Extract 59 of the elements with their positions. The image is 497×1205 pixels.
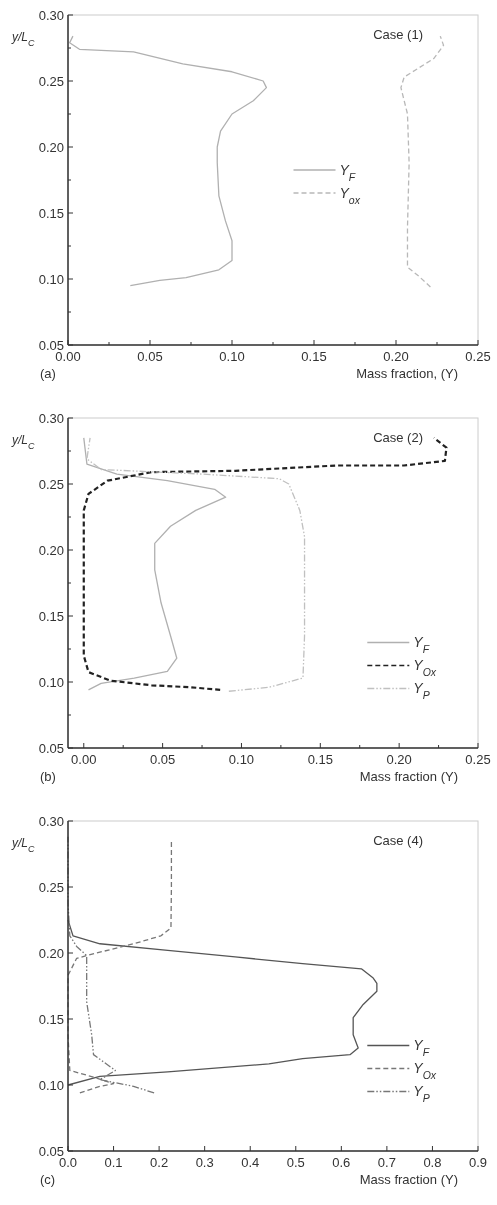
x-tick-label: 0.25 [465,349,491,364]
line-series [68,35,268,287]
y-tick-label: 0.05 [38,741,64,756]
y-axis-title: y/L$_{C}$ [11,433,36,451]
line-series [86,437,306,692]
y-tick-label: 0.30 [38,8,64,23]
legend-label: Y$_{F}$ [339,162,356,184]
x-tick-label: 0.20 [386,752,412,767]
y-axis-title: y/L$_{C}$ [11,30,36,48]
x-axis-title: Mass fraction, (Y) [356,366,458,381]
y-axis-title: y/L$_{C}$ [11,836,36,854]
x-tick-label: 0.2 [150,1155,169,1170]
y-tick-label: 0.20 [38,543,64,558]
x-tick-label: 0.3 [195,1155,214,1170]
x-tick-label: 0.5 [286,1155,305,1170]
x-tick-label: 0.6 [332,1155,351,1170]
x-tick-label: 0.05 [137,349,163,364]
text: (c) [40,1172,56,1187]
x-tick-label: 0.7 [377,1155,396,1170]
x-tick-label: 0.1 [104,1155,123,1170]
y-tick-label: 0.10 [38,272,64,287]
y-tick-label: 0.20 [38,140,64,155]
y-tick-label: 0.25 [38,880,64,895]
x-tick-label: 0.10 [219,349,245,364]
y-tick-label: 0.15 [38,609,64,624]
annotation: Case (2) [373,430,423,445]
annotation: Case (4) [373,833,423,848]
y-tick-label: 0.20 [38,946,64,961]
legend-label: Y$_{P}$ [413,680,430,702]
x-tick-label: 0.9 [468,1155,488,1170]
x-tick-label: 0.00 [71,752,97,767]
y-tick-label: 0.25 [38,74,64,89]
x-tick-label: 0.15 [307,752,333,767]
text: (b) [40,769,56,784]
text: (a) [40,366,56,381]
x-axis-title: Mass fraction (Y) [359,769,458,784]
y-tick-label: 0.15 [38,1012,64,1027]
x-tick-label: 0.4 [241,1155,260,1170]
y-tick-label: 0.15 [38,206,64,221]
y-tick-label: 0.30 [38,411,64,426]
legend-label: Y$_{F}$ [413,1037,430,1059]
legend-label: Y$_{Ox}$ [413,1060,437,1082]
y-tick-label: 0.10 [38,675,64,690]
x-tick-label: 0.25 [465,752,491,767]
legend-label: Y$_{P}$ [413,1083,430,1105]
x-tick-label: 0.8 [423,1155,442,1170]
annotation: Case (1) [373,27,423,42]
y-tick-label: 0.25 [38,477,64,492]
x-axis-title: Mass fraction (Y) [359,1172,458,1187]
line-series [83,437,227,691]
y-tick-label: 0.10 [38,1078,64,1093]
legend-label: Y$_{ox}$ [339,185,361,207]
x-tick-label: 0.20 [383,349,409,364]
x-tick-label: 0.15 [301,349,327,364]
x-tick-label: 0.05 [149,752,176,767]
legend-label: Y$_{F}$ [413,634,430,656]
x-tick-label: 0.10 [228,752,255,767]
legend-label: Y$_{Ox}$ [413,657,437,679]
y-tick-label: 0.30 [38,814,64,829]
